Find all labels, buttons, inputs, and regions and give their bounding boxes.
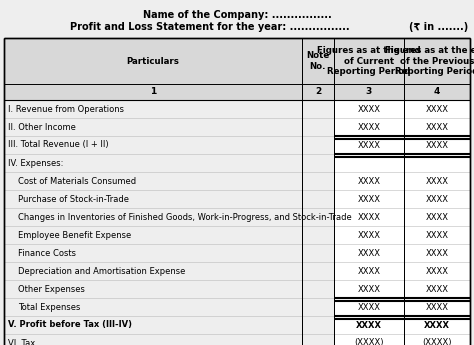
Bar <box>334 154 404 172</box>
Text: XXXX: XXXX <box>426 266 448 276</box>
Text: XXXX: XXXX <box>357 122 381 131</box>
Text: (XXXX): (XXXX) <box>354 338 384 345</box>
Bar <box>334 190 404 208</box>
Bar <box>4 226 470 244</box>
Bar <box>404 244 470 262</box>
Text: 2: 2 <box>315 88 321 97</box>
Text: (XXXX): (XXXX) <box>422 338 452 345</box>
Text: IV. Expenses:: IV. Expenses: <box>8 158 64 168</box>
Bar <box>404 316 470 334</box>
Bar <box>4 154 470 172</box>
Text: Particulars: Particulars <box>127 57 180 66</box>
Bar <box>404 190 470 208</box>
Text: XXXX: XXXX <box>357 195 381 204</box>
Text: XXXX: XXXX <box>357 230 381 239</box>
Bar <box>404 334 470 345</box>
Bar <box>334 226 404 244</box>
Text: VI. Tax: VI. Tax <box>8 338 35 345</box>
Bar <box>404 262 470 280</box>
Bar <box>4 84 470 100</box>
Bar <box>4 334 470 345</box>
Text: XXXX: XXXX <box>426 140 448 149</box>
Text: XXXX: XXXX <box>426 213 448 221</box>
Text: Other Expenses: Other Expenses <box>18 285 85 294</box>
Bar <box>404 154 470 172</box>
Bar <box>334 136 404 154</box>
Text: XXXX: XXXX <box>357 248 381 257</box>
Bar <box>334 298 404 316</box>
Text: II. Other Income: II. Other Income <box>8 122 76 131</box>
Text: XXXX: XXXX <box>357 285 381 294</box>
Bar <box>4 118 470 136</box>
Text: III. Total Revenue (I + II): III. Total Revenue (I + II) <box>8 140 109 149</box>
Text: XXXX: XXXX <box>357 140 381 149</box>
Text: XXXX: XXXX <box>424 321 450 329</box>
Text: XXXX: XXXX <box>357 213 381 221</box>
Bar <box>334 262 404 280</box>
Bar <box>4 244 470 262</box>
Bar <box>4 172 470 190</box>
Bar <box>334 172 404 190</box>
Text: Figures as at the end
of Current
Reporting Period: Figures as at the end of Current Reporti… <box>317 46 421 76</box>
Bar <box>404 100 470 118</box>
Text: Finance Costs: Finance Costs <box>18 248 76 257</box>
Text: XXXX: XXXX <box>357 303 381 312</box>
Text: XXXX: XXXX <box>426 303 448 312</box>
Text: Changes in Inventories of Finished Goods, Work-in-Progress, and Stock-in-Trade: Changes in Inventories of Finished Goods… <box>18 213 352 221</box>
Bar <box>404 298 470 316</box>
Bar <box>4 316 470 334</box>
Text: XXXX: XXXX <box>426 105 448 114</box>
Bar <box>4 190 470 208</box>
Text: XXXX: XXXX <box>357 177 381 186</box>
Bar <box>334 100 404 118</box>
Bar <box>404 226 470 244</box>
Text: XXXX: XXXX <box>356 321 382 329</box>
Bar <box>4 298 470 316</box>
Bar <box>404 172 470 190</box>
Text: XXXX: XXXX <box>357 266 381 276</box>
Bar <box>404 280 470 298</box>
Text: Cost of Materials Consumed: Cost of Materials Consumed <box>18 177 136 186</box>
Bar <box>4 100 470 118</box>
Text: Depreciation and Amortisation Expense: Depreciation and Amortisation Expense <box>18 266 185 276</box>
Text: (₹ in .......): (₹ in .......) <box>409 22 468 32</box>
Text: XXXX: XXXX <box>426 230 448 239</box>
Bar <box>404 136 470 154</box>
Bar <box>334 244 404 262</box>
Bar <box>334 280 404 298</box>
Bar <box>4 262 470 280</box>
Text: Profit and Loss Statement for the year: ................: Profit and Loss Statement for the year: … <box>70 22 350 32</box>
Text: XXXX: XXXX <box>426 122 448 131</box>
Bar <box>334 316 404 334</box>
Text: Note
No.: Note No. <box>306 51 329 71</box>
Text: Total Expenses: Total Expenses <box>18 303 81 312</box>
Bar <box>404 208 470 226</box>
Bar <box>334 208 404 226</box>
Text: V. Profit before Tax (III-IV): V. Profit before Tax (III-IV) <box>8 321 132 329</box>
Text: I. Revenue from Operations: I. Revenue from Operations <box>8 105 124 114</box>
Text: XXXX: XXXX <box>426 177 448 186</box>
Bar <box>4 208 470 226</box>
Bar <box>4 136 470 154</box>
Text: 1: 1 <box>150 88 156 97</box>
Bar <box>4 38 470 84</box>
Text: Purchase of Stock-in-Trade: Purchase of Stock-in-Trade <box>18 195 129 204</box>
Bar <box>334 118 404 136</box>
Bar <box>404 118 470 136</box>
Text: 3: 3 <box>366 88 372 97</box>
Bar <box>334 334 404 345</box>
Text: XXXX: XXXX <box>426 248 448 257</box>
Text: Name of the Company: ................: Name of the Company: ................ <box>143 10 331 20</box>
Text: Employee Benefit Expense: Employee Benefit Expense <box>18 230 131 239</box>
Text: 4: 4 <box>434 88 440 97</box>
Text: Figures as at the end
of the Previous
Reporting Period: Figures as at the end of the Previous Re… <box>385 46 474 76</box>
Bar <box>4 280 470 298</box>
Text: XXXX: XXXX <box>357 105 381 114</box>
Text: XXXX: XXXX <box>426 195 448 204</box>
Text: XXXX: XXXX <box>426 285 448 294</box>
